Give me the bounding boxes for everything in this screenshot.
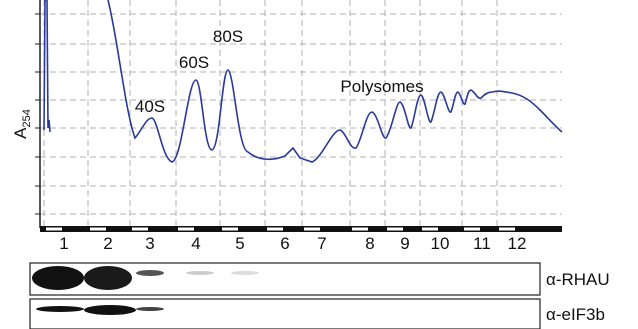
ruler-gap bbox=[387, 228, 403, 231]
ruler-gap bbox=[304, 228, 320, 231]
band bbox=[136, 307, 164, 311]
y-axis-label: A254 bbox=[11, 109, 33, 139]
ruler-gap bbox=[178, 228, 194, 231]
profile-spike bbox=[44, 0, 50, 132]
fraction-label: 4 bbox=[191, 234, 200, 253]
fraction-label: 8 bbox=[365, 234, 374, 253]
band bbox=[84, 266, 132, 290]
fraction-label: 1 bbox=[59, 234, 68, 253]
fraction-label: 7 bbox=[317, 234, 326, 253]
fraction-label: 6 bbox=[280, 234, 289, 253]
fraction-label: 2 bbox=[103, 234, 112, 253]
ruler-gap bbox=[267, 228, 283, 231]
ruler-gap bbox=[132, 228, 148, 231]
figure: A254 40S 60S 80S Polysomes 1234567891011… bbox=[0, 0, 638, 329]
ruler-gap bbox=[422, 228, 438, 231]
peak-label: 80S bbox=[213, 27, 243, 46]
peak-label: Polysomes bbox=[340, 77, 423, 96]
grid bbox=[40, 0, 562, 226]
band bbox=[186, 271, 214, 275]
band bbox=[231, 271, 259, 275]
band bbox=[32, 266, 84, 290]
peak-label: 60S bbox=[179, 53, 209, 72]
x-axis-ruler bbox=[40, 226, 562, 232]
fraction-label: 9 bbox=[400, 234, 409, 253]
band bbox=[84, 305, 136, 315]
ruler-gap bbox=[499, 228, 515, 231]
fraction-label: 12 bbox=[508, 234, 527, 253]
band bbox=[136, 270, 164, 276]
ruler-gap bbox=[464, 228, 480, 231]
ruler-gap bbox=[222, 228, 238, 231]
ruler-gap bbox=[352, 228, 368, 231]
fraction-label: 3 bbox=[145, 234, 154, 253]
band bbox=[36, 306, 84, 312]
fraction-label: 10 bbox=[431, 234, 450, 253]
blot-label: α-eIF3b bbox=[546, 305, 605, 324]
fraction-label: 5 bbox=[235, 234, 244, 253]
peak-label: 40S bbox=[135, 97, 165, 116]
fraction-label: 11 bbox=[473, 234, 491, 253]
blot-label: α-RHAU bbox=[546, 270, 610, 289]
ruler-gap bbox=[90, 228, 106, 231]
ruler-gap bbox=[46, 228, 62, 231]
